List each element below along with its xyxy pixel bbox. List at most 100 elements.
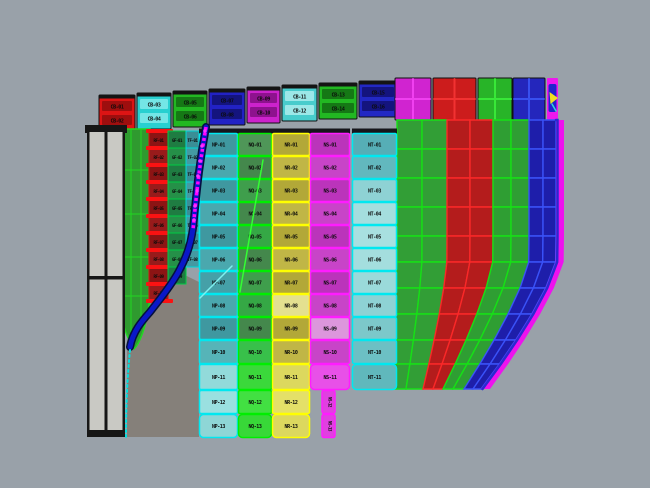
cap-body[interactable] [136,92,172,130]
hull-cell[interactable] [528,119,544,150]
hull-cell[interactable] [492,206,512,237]
surface-panel[interactable] [271,178,311,203]
hull-cell[interactable] [469,235,494,263]
surface-panel[interactable] [309,339,351,365]
surface-panel[interactable] [237,132,273,157]
hull-cell[interactable] [396,206,423,237]
surface-panel[interactable] [237,363,273,391]
band-green-wide[interactable] [389,119,448,390]
surface-panel[interactable] [309,363,351,391]
hull-cell[interactable] [542,206,557,237]
surface-panel[interactable] [237,293,273,318]
curve-control-point[interactable] [196,174,200,178]
hull-cell[interactable] [421,206,448,237]
cap-green[interactable]: CB-05 CB-06 [172,90,208,128]
hull-cell[interactable] [492,235,512,263]
cap-body[interactable] [318,82,358,120]
surface-panel[interactable] [351,201,398,226]
mast-bar-left[interactable] [89,132,105,432]
surface-panel[interactable] [309,178,351,203]
curve-control-point[interactable] [203,129,207,133]
hull-cell[interactable] [542,177,557,208]
cap-rim[interactable] [547,78,558,120]
curve-control-point[interactable] [193,204,197,208]
hull-cell[interactable] [446,148,471,179]
hull-cell[interactable] [542,119,557,150]
surface-panel[interactable] [271,270,311,295]
hull-cell[interactable] [469,206,494,237]
mast-bar-right[interactable] [107,132,123,432]
hull-cell[interactable] [396,235,423,263]
hull-cell[interactable] [446,235,471,263]
hull-cell[interactable] [421,235,448,263]
surface-panel[interactable] [271,155,311,180]
column-green[interactable]: NQ-01 NQ-02 NQ-03 NQ-04 NQ-05 NQ-06 NQ-07 NQ-08… [237,128,273,439]
cap-red[interactable]: CB-01 CB-02 [98,94,136,132]
hull-cell[interactable] [446,119,471,150]
surface-panel[interactable] [351,293,398,318]
surface-panel[interactable] [309,132,351,157]
hull-cell[interactable] [542,148,557,179]
surface-panel[interactable] [198,247,239,272]
surface-panel[interactable] [309,247,351,272]
band-red[interactable] [422,119,494,390]
cap-magenta[interactable]: CB-09 CB-10 [246,86,281,124]
surface-panel[interactable] [321,389,336,415]
surface-panel[interactable] [237,270,273,295]
surface-panel[interactable] [237,178,273,203]
cap-green-2[interactable]: CB-13 CB-14 [318,82,358,120]
hull-cell[interactable] [528,206,544,237]
surface-panel[interactable] [271,389,311,415]
surface-panel[interactable] [309,224,351,249]
band-blue[interactable] [462,119,557,390]
surface-panel[interactable] [237,339,273,365]
curve-control-point[interactable] [198,159,202,163]
hull-cell[interactable] [541,235,557,263]
hull-cell[interactable] [419,261,448,289]
cap-blue-2[interactable]: CB-15 CB-16 [358,80,398,118]
cap-cyan[interactable]: CB-03 CB-04 [136,92,172,130]
hull-cell[interactable] [396,119,423,150]
surface-panel[interactable] [309,293,351,318]
surface-panel[interactable] [198,413,239,439]
surface-panel[interactable] [198,224,239,249]
hull-cell[interactable] [510,206,530,237]
surface-panel[interactable] [351,155,398,180]
surface-panel[interactable] [198,293,239,318]
edit-curve[interactable] [125,123,210,438]
hull-cell[interactable] [492,177,512,208]
band-rim[interactable] [481,118,564,391]
surface-panel[interactable] [309,316,351,341]
column-yellow[interactable]: NR-01 NR-02 NR-03 NR-04 NR-05 NR-06 NR-07 NR-08… [271,128,311,439]
cap-body[interactable] [358,80,398,118]
hull-cell[interactable] [394,287,421,315]
surface-panel[interactable] [351,247,398,272]
rim-surface[interactable] [481,120,564,389]
curve-control-point[interactable] [195,189,199,193]
surface-panel[interactable] [309,270,351,295]
cap-blue[interactable]: CB-07 CB-08 [208,88,246,126]
surface-panel[interactable] [351,224,398,249]
hull-cell[interactable] [469,119,494,150]
column-cyan-2[interactable]: NT-01 NT-02 NT-03 NT-04 NT-05 NT-06 NT-07 NT-08… [351,128,398,391]
hull-cell[interactable] [492,148,512,179]
cap-green-grid[interactable] [477,77,513,121]
curve-control-point[interactable] [200,144,204,148]
cap-body[interactable] [246,86,281,124]
cap-body[interactable] [208,88,246,126]
surface-panel[interactable] [198,363,239,391]
surface-panel[interactable] [309,155,351,180]
surface-panel[interactable] [237,389,273,415]
cap-cyan-2[interactable]: CB-11 CB-12 [281,84,318,122]
cap-red-grid[interactable] [432,77,477,121]
hull-cell[interactable] [469,177,494,208]
surface-panel[interactable] [271,224,311,249]
hull-cell[interactable] [469,148,494,179]
cap-blue-grid[interactable] [512,77,546,121]
surface-panel[interactable] [351,339,398,365]
surface-panel[interactable] [351,316,398,341]
cap-magenta-grid[interactable] [394,77,432,121]
mast-object[interactable] [85,125,127,437]
